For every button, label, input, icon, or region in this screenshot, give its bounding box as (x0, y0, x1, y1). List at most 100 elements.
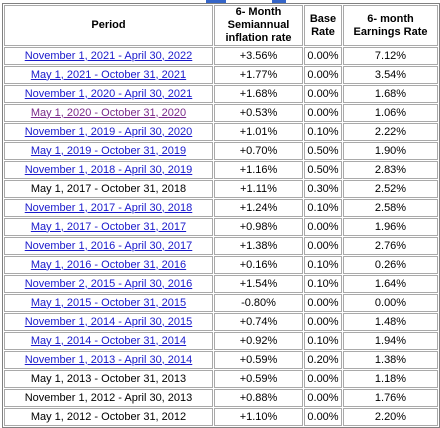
inflation-rate-cell: +0.70% (214, 142, 303, 160)
table-row: November 1, 2014 - April 30, 2015 +0.74% 0… (4, 313, 438, 331)
period-cell[interactable]: November 1, 2018 - April 30, 2019 (4, 161, 213, 179)
period-link[interactable]: November 1, 2016 - April 30, 2017 (24, 239, 193, 252)
period-cell[interactable]: November 1, 2017 - April 30, 2018 (4, 199, 213, 217)
inflation-rate-cell: +1.68% (214, 85, 303, 103)
earnings-rate-cell: 2.22% (343, 123, 438, 141)
period-link[interactable]: November 1, 2019 - April 30, 2020 (24, 125, 193, 138)
base-rate-cell: 0.00% (304, 104, 342, 122)
base-rate-cell: 0.00% (304, 66, 342, 84)
base-rate-cell: 0.00% (304, 389, 342, 407)
inflation-rate-cell: +0.59% (214, 370, 303, 388)
inflation-rate-cell: +1.38% (214, 237, 303, 255)
base-rate-cell: 0.00% (304, 370, 342, 388)
earnings-rate-cell: 3.54% (343, 66, 438, 84)
base-rate-cell: 0.10% (304, 332, 342, 350)
base-rate-cell: 0.00% (304, 313, 342, 331)
period-cell[interactable]: May 1, 2017 - October 31, 2017 (4, 218, 213, 236)
base-rate-cell: 0.00% (304, 47, 342, 65)
table-row: May 1, 2012 - October 31, 2012 +1.10% 0.00… (4, 408, 438, 426)
inflation-rate-cell: +0.98% (214, 218, 303, 236)
period-link[interactable]: May 1, 2021 - October 31, 2021 (30, 68, 187, 81)
period-cell[interactable]: November 1, 2013 - April 30, 2014 (4, 351, 213, 369)
earnings-rate-cell: 2.76% (343, 237, 438, 255)
earnings-rate-cell: 2.20% (343, 408, 438, 426)
base-rate-cell: 0.00% (304, 294, 342, 312)
base-rate-cell: 0.10% (304, 123, 342, 141)
period-cell[interactable]: November 1, 2016 - April 30, 2017 (4, 237, 213, 255)
period-link[interactable]: May 1, 2014 - October 31, 2014 (30, 334, 187, 347)
period-link[interactable]: November 1, 2013 - April 30, 2014 (24, 353, 193, 366)
period-cell[interactable]: November 1, 2014 - April 30, 2015 (4, 313, 213, 331)
earnings-rate-cell: 0.00% (343, 294, 438, 312)
period-column-header: Period (4, 5, 213, 46)
period-cell[interactable]: May 1, 2019 - October 31, 2019 (4, 142, 213, 160)
period-link[interactable]: May 1, 2017 - October 31, 2017 (30, 220, 187, 233)
inflation-rate-cell: +0.53% (214, 104, 303, 122)
earnings-rate-cell: 1.64% (343, 275, 438, 293)
earnings-rate-cell: 1.06% (343, 104, 438, 122)
base-rate-cell: 0.00% (304, 408, 342, 426)
period-cell[interactable]: November 1, 2020 - April 30, 2021 (4, 85, 213, 103)
period-link[interactable]: November 1, 2018 - April 30, 2019 (24, 163, 193, 176)
table-row: May 1, 2020 - October 31, 2020 +0.53% 0.00… (4, 104, 438, 122)
earnings-rate-cell: 1.68% (343, 85, 438, 103)
inflation-rate-cell: +1.54% (214, 275, 303, 293)
table-row: November 1, 2017 - April 30, 2018 +1.24% 0… (4, 199, 438, 217)
table-row: May 1, 2015 - October 31, 2015 -0.80% 0.00… (4, 294, 438, 312)
inflation-rate-cell: -0.80% (214, 294, 303, 312)
period-link[interactable]: May 1, 2020 - October 31, 2020 (30, 106, 187, 119)
period-cell[interactable]: May 1, 2015 - October 31, 2015 (4, 294, 213, 312)
period-cell[interactable]: May 1, 2016 - October 31, 2016 (4, 256, 213, 274)
table-row: May 1, 2019 - October 31, 2019 +0.70% 0.50… (4, 142, 438, 160)
inflation-rate-cell: +0.16% (214, 256, 303, 274)
base-rate-cell: 0.10% (304, 256, 342, 274)
inflation-rate-cell: +1.10% (214, 408, 303, 426)
earnings-rate-cell: 7.12% (343, 47, 438, 65)
base-rate-column-header: Base Rate (304, 5, 342, 46)
period-link[interactable]: November 1, 2014 - April 30, 2015 (24, 315, 193, 328)
period-text: May 1, 2012 - October 31, 2012 (30, 410, 187, 423)
base-rate-cell: 0.20% (304, 351, 342, 369)
base-rate-cell: 0.00% (304, 218, 342, 236)
table-row: November 1, 2016 - April 30, 2017 +1.38% 0… (4, 237, 438, 255)
period-cell[interactable]: May 1, 2020 - October 31, 2020 (4, 104, 213, 122)
table-row: November 2, 2015 - April 30, 2016 +1.54% 0… (4, 275, 438, 293)
table-row: May 1, 2013 - October 31, 2013 +0.59% 0.00… (4, 370, 438, 388)
period-cell: November 1, 2012 - April 30, 2013 (4, 389, 213, 407)
header-row: Period 6- Month Semiannual inflation rat… (4, 5, 438, 46)
earnings-rate-cell: 1.76% (343, 389, 438, 407)
inflation-rate-cell: +0.88% (214, 389, 303, 407)
base-rate-cell: 0.30% (304, 180, 342, 198)
table-row: November 1, 2021 - April 30, 2022 +3.56% 0… (4, 47, 438, 65)
table-body: November 1, 2021 - April 30, 2022 +3.56% 0… (4, 47, 438, 426)
table-row: May 1, 2016 - October 31, 2016 +0.16% 0.10… (4, 256, 438, 274)
period-link[interactable]: November 2, 2015 - April 30, 2016 (24, 277, 193, 290)
period-cell[interactable]: November 2, 2015 - April 30, 2016 (4, 275, 213, 293)
period-cell: May 1, 2013 - October 31, 2013 (4, 370, 213, 388)
inflation-rate-cell: +1.77% (214, 66, 303, 84)
period-cell[interactable]: November 1, 2019 - April 30, 2020 (4, 123, 213, 141)
period-text: May 1, 2017 - October 31, 2018 (30, 182, 187, 195)
period-cell: May 1, 2017 - October 31, 2018 (4, 180, 213, 198)
period-cell[interactable]: May 1, 2021 - October 31, 2021 (4, 66, 213, 84)
inflation-rate-cell: +1.11% (214, 180, 303, 198)
earnings-rate-cell: 1.18% (343, 370, 438, 388)
inflation-rate-cell: +1.01% (214, 123, 303, 141)
table-row: November 1, 2013 - April 30, 2014 +0.59% 0… (4, 351, 438, 369)
earnings-rate-cell: 1.94% (343, 332, 438, 350)
period-link[interactable]: November 1, 2017 - April 30, 2018 (24, 201, 193, 214)
period-cell[interactable]: May 1, 2014 - October 31, 2014 (4, 332, 213, 350)
base-rate-cell: 0.50% (304, 142, 342, 160)
earnings-rate-cell: 2.52% (343, 180, 438, 198)
period-link[interactable]: November 1, 2021 - April 30, 2022 (24, 49, 193, 62)
period-link[interactable]: May 1, 2015 - October 31, 2015 (30, 296, 187, 309)
base-rate-cell: 0.10% (304, 199, 342, 217)
earnings-rate-cell: 1.96% (343, 218, 438, 236)
period-link[interactable]: May 1, 2019 - October 31, 2019 (30, 144, 187, 157)
period-link[interactable]: November 1, 2020 - April 30, 2021 (24, 87, 193, 100)
period-link[interactable]: May 1, 2016 - October 31, 2016 (30, 258, 187, 271)
table-row: November 1, 2019 - April 30, 2020 +1.01% 0… (4, 123, 438, 141)
inflation-column-header: 6- Month Semiannual inflation rate (214, 5, 303, 46)
rates-table: Period 6- Month Semiannual inflation rat… (2, 3, 440, 428)
period-cell[interactable]: November 1, 2021 - April 30, 2022 (4, 47, 213, 65)
